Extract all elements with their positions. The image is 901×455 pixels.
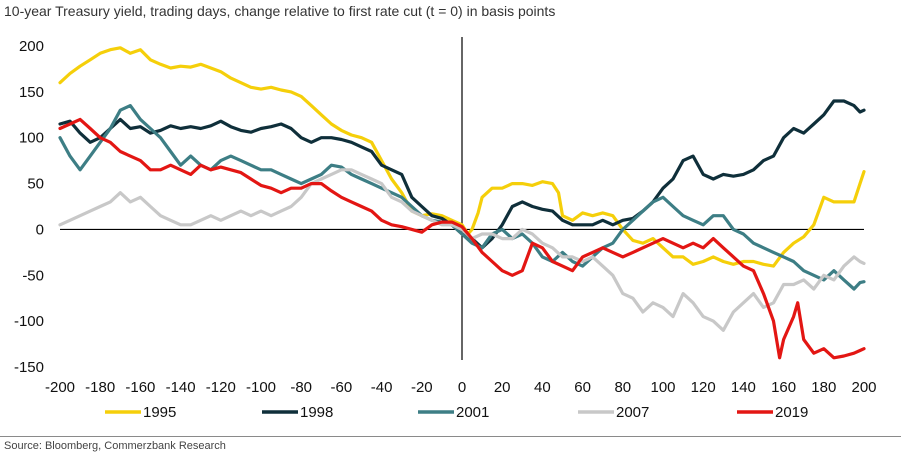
y-tick-label: 150 [19,84,44,101]
x-tick-label: 40 [534,379,551,396]
legend-label: 1998 [300,404,333,421]
y-tick-label: 0 [36,221,44,238]
y-tick-label: 100 [19,130,44,147]
x-tick-label: -180 [85,379,115,396]
x-tick-label: -120 [206,379,236,396]
y-tick-label: 50 [27,176,44,193]
x-tick-label: 120 [691,379,716,396]
x-tick-label: -60 [331,379,353,396]
legend-label: 2019 [775,404,808,421]
x-tick-label: 140 [731,379,756,396]
series-lines [58,46,866,360]
legend-label: 1995 [143,404,176,421]
y-tick-label: -150 [14,359,44,376]
legend: 1995 1998 2001 2007 2019 [105,404,808,421]
x-tick-label: 60 [574,379,591,396]
x-tick-label: -100 [246,379,276,396]
footer-divider [0,436,901,437]
series-line-2019 [58,117,866,360]
x-tick-label: 100 [650,379,675,396]
x-tick-label: 200 [851,379,876,396]
x-tick-label: -200 [45,379,75,396]
series-line-2001 [58,104,866,291]
legend-item-2019: 2019 [737,404,808,421]
legend-item-2007: 2007 [578,404,649,421]
x-tick-label: -40 [371,379,393,396]
y-tick-label: -100 [14,313,44,330]
y-axis-ticks: -150 -100 -50 0 50 100 150 200 [14,38,44,376]
x-tick-label: -140 [166,379,196,396]
axes [60,37,864,360]
x-tick-label: 160 [771,379,796,396]
x-tick-label: -160 [125,379,155,396]
legend-label: 2007 [616,404,649,421]
series-line-1995 [58,46,866,268]
source-note: Source: Bloomberg, Commerzbank Research [4,440,226,452]
legend-item-1995: 1995 [105,404,176,421]
x-tick-label: 80 [614,379,631,396]
x-tick-label: 180 [811,379,836,396]
x-tick-label: -80 [290,379,312,396]
legend-label: 2001 [456,404,489,421]
y-tick-label: 200 [19,38,44,55]
x-tick-label: 0 [458,379,466,396]
series-line-1998 [58,99,866,250]
chart-title: 10-year Treasury yield, trading days, ch… [4,3,556,19]
x-tick-label: 20 [494,379,511,396]
legend-item-2001: 2001 [418,404,489,421]
x-tick-label: -20 [411,379,433,396]
y-tick-label: -50 [22,267,44,284]
x-axis-ticks: -200 -180 -160 -140 -120 -100 -80 -60 -40 -20 0 20 4… [45,379,877,396]
legend-item-1998: 1998 [262,404,333,421]
